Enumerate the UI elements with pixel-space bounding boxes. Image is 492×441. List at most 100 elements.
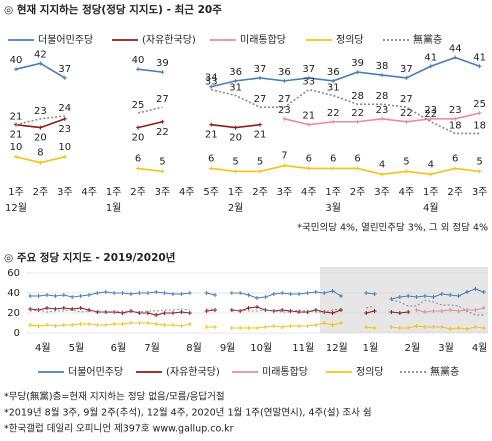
marker xyxy=(78,306,83,310)
data-label: 21 xyxy=(10,112,23,123)
data-label: 36 xyxy=(229,67,242,78)
chart-title: ◎ 주요 정당 지지도 - 2019/2020년 xyxy=(4,251,175,264)
x-tick-label: 2월 xyxy=(405,342,421,354)
marker xyxy=(70,295,75,299)
marker xyxy=(280,308,285,312)
marker xyxy=(372,292,377,296)
marker xyxy=(137,321,142,325)
marker xyxy=(187,322,192,326)
data-label: 20 xyxy=(132,133,145,144)
x-tick-label: 2주 xyxy=(447,187,463,198)
series-line xyxy=(15,115,65,126)
data-label: 38 xyxy=(376,61,389,72)
legend-label: 無黨층 xyxy=(413,33,442,46)
marker xyxy=(456,309,461,313)
marker xyxy=(229,291,234,295)
y-tick-label: 20 xyxy=(7,308,20,319)
marker xyxy=(162,311,167,315)
marker xyxy=(477,169,482,174)
marker xyxy=(137,291,142,295)
marker xyxy=(53,294,58,298)
marker xyxy=(428,172,433,177)
x-tick-label: 1주 xyxy=(325,187,341,198)
marker xyxy=(87,293,91,297)
marker xyxy=(145,311,150,315)
x-tick-label: 12월 xyxy=(326,342,348,354)
data-label: 42 xyxy=(34,49,47,60)
marker xyxy=(297,324,301,328)
marker xyxy=(137,311,142,315)
data-label: 41 xyxy=(473,52,486,63)
x-tick-label: 5월 xyxy=(69,342,85,354)
marker xyxy=(431,325,436,329)
data-label: 28 xyxy=(376,91,389,102)
data-label: 23 xyxy=(376,105,389,116)
marker xyxy=(339,321,343,325)
data-label: 37 xyxy=(400,64,413,75)
marker xyxy=(448,308,453,312)
marker xyxy=(45,306,49,310)
data-label: 27 xyxy=(156,94,169,105)
marker xyxy=(14,67,18,72)
data-label: 21 xyxy=(254,130,267,141)
data-label: 5 xyxy=(403,156,409,167)
marker xyxy=(364,291,369,295)
marker xyxy=(258,169,262,174)
marker xyxy=(45,293,49,297)
data-label: 4 xyxy=(379,159,385,170)
marker xyxy=(288,309,293,313)
data-label: 10 xyxy=(58,142,71,153)
data-label: 27 xyxy=(278,94,291,105)
data-label: 21 xyxy=(205,130,218,141)
data-label: 6 xyxy=(306,153,312,164)
x-tick-label: 3주 xyxy=(277,187,293,198)
marker xyxy=(406,326,411,330)
x-tick-label: 11월 xyxy=(292,342,314,354)
marker xyxy=(423,310,427,314)
marker xyxy=(477,64,482,69)
marker xyxy=(154,322,159,326)
marker xyxy=(78,322,83,326)
series-line xyxy=(211,88,480,135)
x-tick-label: 4주 xyxy=(81,187,97,198)
marker xyxy=(229,326,234,330)
marker xyxy=(306,75,311,80)
marker xyxy=(160,119,165,124)
marker xyxy=(162,323,167,327)
marker xyxy=(380,73,384,78)
marker xyxy=(428,116,433,121)
marker xyxy=(36,294,41,298)
marker xyxy=(414,308,419,312)
marker xyxy=(297,292,301,296)
data-label: 27 xyxy=(400,94,413,105)
marker xyxy=(120,322,125,326)
marker xyxy=(473,325,478,329)
marker xyxy=(129,292,133,296)
marker xyxy=(380,172,384,177)
data-label: 23 xyxy=(424,105,437,116)
marker xyxy=(280,325,285,329)
marker xyxy=(288,292,293,296)
marker xyxy=(112,291,117,295)
marker xyxy=(330,323,335,327)
data-label: 31 xyxy=(327,82,340,93)
x-tick-label: 4월 xyxy=(35,342,51,354)
marker xyxy=(204,291,209,295)
highlight-band xyxy=(320,267,488,333)
marker xyxy=(209,122,214,127)
x-tick-label: 8월 xyxy=(186,342,202,354)
x-tick-label: 1주 xyxy=(228,187,244,198)
marker xyxy=(330,289,335,293)
marker xyxy=(297,310,301,314)
marker xyxy=(305,324,310,328)
marker xyxy=(62,116,67,121)
legend-label: 더불어민주당 xyxy=(68,366,123,378)
marker xyxy=(465,327,469,331)
data-label: 31 xyxy=(229,82,242,93)
x-tick-label: 10월 xyxy=(250,342,272,354)
x-tick-label: 6월 xyxy=(111,342,127,354)
chart-title: ◎ 현재 지지하는 정당(정당 지지도) - 최근 20주 xyxy=(4,3,222,16)
marker xyxy=(171,311,175,315)
marker xyxy=(246,306,251,310)
marker xyxy=(305,291,310,295)
